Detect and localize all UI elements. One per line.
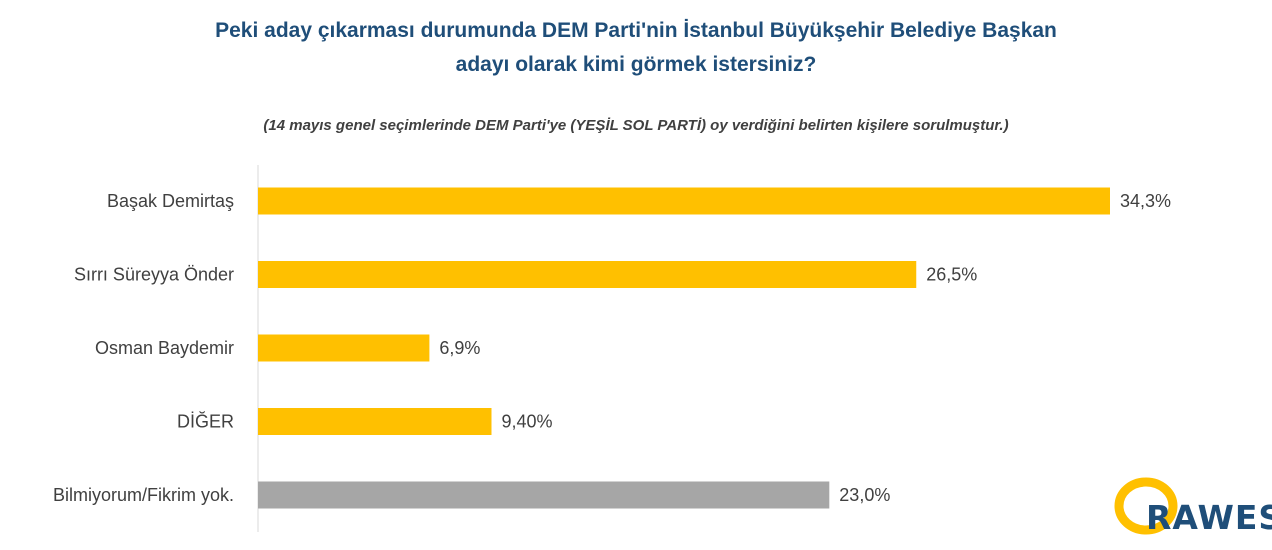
logo-ring-icon	[1114, 477, 1178, 535]
bar	[258, 408, 492, 435]
category-label: DİĞER	[177, 411, 234, 432]
bar	[258, 261, 917, 288]
category-label: Sırrı Süreyya Önder	[74, 265, 234, 285]
value-label: 23,0%	[839, 485, 890, 505]
category-label: Bilmiyorum/Fikrim yok.	[53, 485, 234, 505]
bar	[258, 334, 430, 362]
chart-title: Peki aday çıkarması durumunda DEM Parti'…	[215, 19, 1057, 76]
bar	[258, 187, 1110, 215]
bar	[258, 481, 830, 509]
category-label: Başak Demirtaş	[107, 191, 234, 211]
rawest-logo: RAWEST	[1108, 470, 1272, 545]
chart-subtitle: (14 mayıs genel seçimlerinde DEM Parti'y…	[263, 117, 1009, 134]
value-label: 6,9%	[439, 338, 480, 358]
value-label: 9,40%	[501, 412, 552, 432]
logo-text: RAWEST	[1146, 498, 1272, 537]
value-label: 34,3%	[1120, 191, 1171, 211]
category-label: Osman Baydemir	[95, 338, 234, 358]
value-label: 26,5%	[926, 265, 977, 285]
